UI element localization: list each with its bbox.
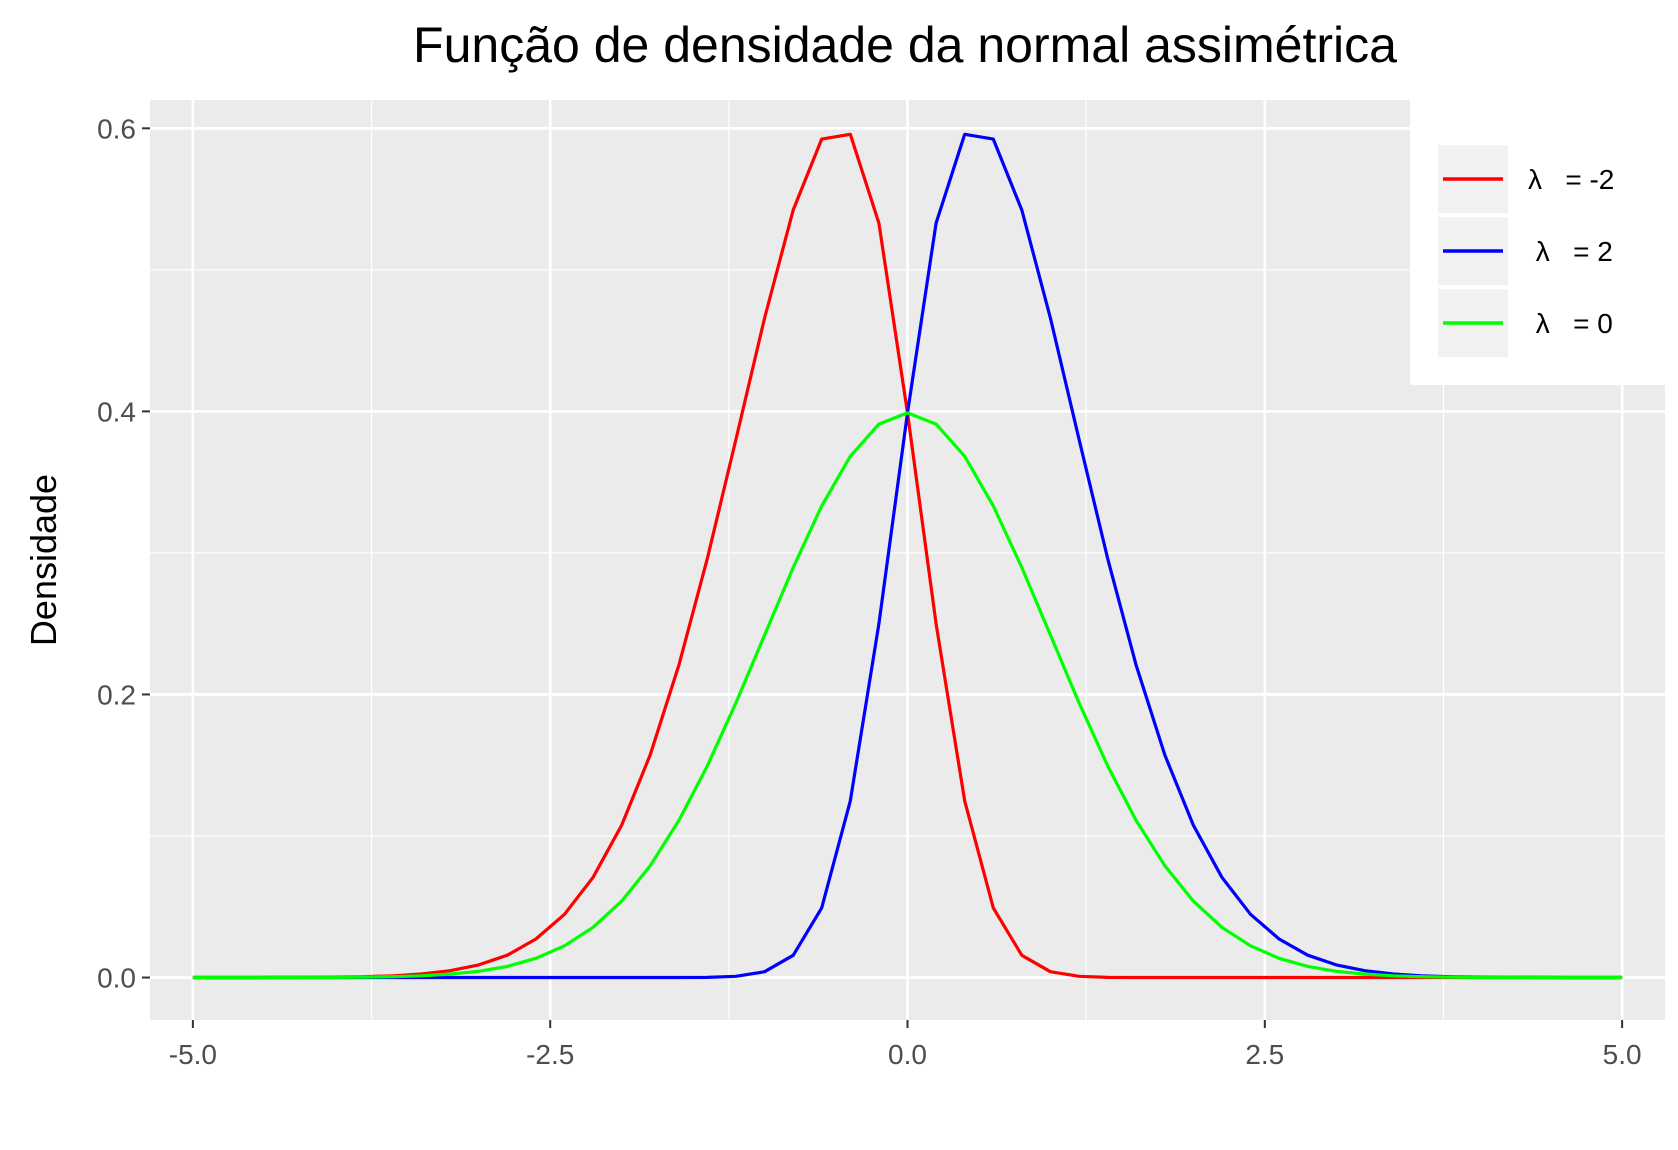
y-tick-label: 0.4	[97, 396, 136, 427]
x-axis: -5.0 -2.5 0.0 2.5 5.0	[169, 1020, 1642, 1070]
x-tick-label: 0.0	[888, 1039, 927, 1070]
y-tick-label: 0.0	[97, 963, 136, 994]
x-tick-label: 2.5	[1245, 1039, 1284, 1070]
chart-title: Função de densidade da normal assimétric…	[413, 17, 1397, 73]
legend: λ = -2 λ = 2 λ = 0	[1410, 100, 1665, 385]
x-tick-label: 5.0	[1603, 1039, 1642, 1070]
y-tick-label: 0.6	[97, 113, 136, 144]
series-line-2	[192, 411, 1623, 980]
x-tick-label: -5.0	[169, 1039, 217, 1070]
y-axis-title: Densidade	[23, 474, 64, 646]
legend-label: λ = 2	[1528, 236, 1613, 267]
legend-label: λ = -2	[1528, 164, 1614, 195]
y-axis: 0.0 0.2 0.4 0.6	[97, 113, 150, 994]
legend-label: λ = 0	[1528, 308, 1613, 339]
y-tick-label: 0.2	[97, 679, 136, 710]
x-tick-label: -2.5	[526, 1039, 574, 1070]
series-lines	[192, 132, 1623, 980]
